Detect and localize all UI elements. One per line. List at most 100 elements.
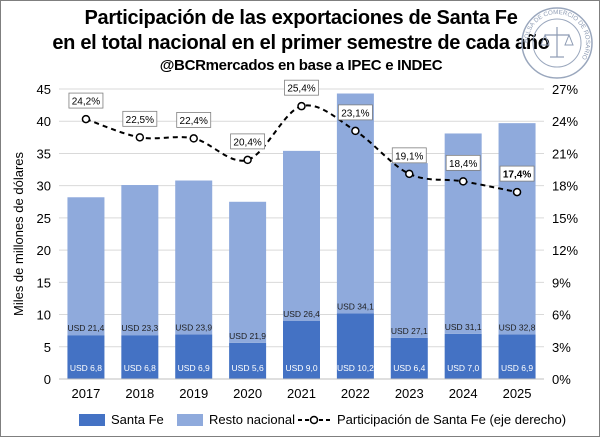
- data-label-resto-nacional: USD 34,1: [337, 301, 374, 311]
- data-point-participacion: [512, 187, 522, 197]
- bar-resto-nacional: [390, 163, 428, 338]
- legend-swatch-santa-fe: [79, 413, 105, 426]
- chart-title-line2: en el total nacional en el primer semest…: [52, 32, 550, 54]
- x-tick-label: 2017: [71, 386, 100, 401]
- bar-santa-fe: [444, 333, 482, 379]
- bar-santa-fe: [121, 335, 159, 379]
- bar-resto-nacional: [336, 93, 374, 314]
- data-label-participacion: 22,5%: [126, 115, 154, 126]
- data-point-participacion: [81, 114, 91, 124]
- data-label-santa-fe: USD 10,2: [337, 363, 374, 373]
- data-point-participacion: [297, 101, 306, 111]
- x-tick-label: 2025: [503, 386, 532, 401]
- y-tick-label: 35: [37, 146, 51, 161]
- data-label-resto-nacional: USD 21,9: [229, 331, 266, 341]
- data-label-resto-nacional: USD 31,1: [445, 322, 482, 332]
- bar-resto-nacional: [175, 180, 213, 335]
- data-label-santa-fe: USD 6,8: [124, 363, 156, 373]
- bar-santa-fe: [336, 313, 374, 379]
- data-label-santa-fe: USD 6,8: [70, 363, 102, 373]
- data-label-resto-nacional: USD 21,4: [68, 323, 105, 333]
- x-tick-label: 2018: [125, 386, 154, 401]
- bar-santa-fe: [498, 334, 536, 379]
- data-label-box-participacion: [337, 104, 373, 121]
- y-tick-label: 20: [37, 243, 51, 258]
- data-point-participacion: [351, 126, 360, 136]
- bar-santa-fe: [283, 321, 320, 379]
- bar-resto-nacional: [121, 185, 159, 336]
- data-label-participacion: 19,1%: [395, 151, 423, 162]
- data-label-box-participacion: [284, 79, 319, 96]
- bcr-seal-logo: BOLSA DE COMERCIO DE ROSARIO: [521, 7, 593, 79]
- bar-santa-fe: [67, 335, 105, 379]
- x-tick-label: 2021: [287, 386, 316, 401]
- legend-label-santa-fe: Santa Fe: [111, 412, 164, 427]
- data-label-participacion: 25,4%: [287, 84, 315, 95]
- bar-resto-nacional: [283, 150, 320, 321]
- y2-tick-label: 21%: [552, 146, 578, 161]
- data-label-participacion: 20,4%: [233, 137, 261, 148]
- x-tick-label: 2024: [449, 386, 478, 401]
- data-label-box-participacion: [230, 133, 266, 150]
- data-label-santa-fe: USD 9,0: [285, 363, 317, 373]
- data-point-participacion: [458, 177, 468, 186]
- data-label-santa-fe: USD 6,4: [393, 363, 425, 373]
- data-label-participacion: 23,1%: [341, 108, 369, 119]
- x-tick-label: 2020: [233, 386, 262, 401]
- bar-santa-fe: [229, 342, 267, 379]
- data-label-box-participacion: [122, 110, 158, 127]
- data-label-santa-fe: USD 6,9: [178, 363, 210, 373]
- data-label-santa-fe: USD 5,6: [232, 363, 264, 373]
- legend-item-resto-nacional: Resto nacional: [177, 412, 295, 427]
- y2-tick-label: 0%: [552, 372, 571, 387]
- y2-tick-label: 3%: [552, 340, 571, 355]
- y2-tick-label: 27%: [552, 82, 578, 97]
- y2-tick-label: 15%: [552, 211, 578, 226]
- x-tick-label: 2023: [395, 386, 424, 401]
- legend-swatch-participacion: [298, 415, 330, 424]
- data-label-box-participacion: [499, 165, 535, 182]
- data-label-box-participacion: [68, 92, 104, 109]
- y2-tick-label: 9%: [552, 275, 571, 290]
- data-label-participacion: 24,2%: [72, 97, 100, 108]
- legend-label-participacion: Participación de Santa Fe (eje derecho): [337, 412, 567, 427]
- y2-tick-label: 12%: [552, 243, 578, 258]
- y-tick-label: 10: [37, 308, 51, 323]
- bar-santa-fe: [175, 334, 213, 379]
- data-label-participacion: 22,4%: [180, 116, 208, 127]
- data-label-resto-nacional: USD 26,4: [283, 309, 320, 319]
- y-tick-label: 5: [44, 340, 51, 355]
- legend-item-santa-fe: Santa Fe: [79, 412, 164, 427]
- data-label-box-participacion: [445, 154, 481, 171]
- data-label-resto-nacional: USD 32,8: [499, 323, 536, 333]
- chart-legend: Santa Fe Resto nacional Participación de…: [1, 410, 600, 432]
- y-tick-label: 25: [37, 211, 51, 226]
- y2-tick-label: 18%: [552, 179, 578, 194]
- data-label-participacion: 18,4%: [449, 159, 477, 170]
- legend-label-resto-nacional: Resto nacional: [209, 412, 295, 427]
- y-axis-label: Miles de millones de dólares: [11, 151, 26, 316]
- data-label-resto-nacional: USD 23,3: [121, 323, 158, 333]
- y-tick-label: 45: [37, 82, 51, 97]
- y2-tick-label: 6%: [552, 308, 571, 323]
- data-point-participacion: [243, 155, 252, 165]
- y-tick-label: 30: [37, 179, 51, 194]
- data-label-santa-fe: USD 7,0: [447, 363, 479, 373]
- data-label-participacion: 17,4%: [503, 170, 531, 181]
- y2-tick-label: 24%: [552, 114, 578, 129]
- legend-item-participacion: Participación de Santa Fe (eje derecho): [297, 412, 566, 427]
- y-tick-label: 40: [37, 114, 51, 129]
- y-tick-label: 15: [37, 275, 51, 290]
- bar-resto-nacional: [229, 201, 267, 343]
- data-label-box-participacion: [176, 112, 212, 128]
- data-label-santa-fe: USD 6,9: [501, 363, 533, 373]
- data-label-box-participacion: [391, 147, 427, 164]
- chart-subtitle: @BCRmercados en base a IPEC e INDEC: [159, 57, 443, 74]
- chart-title: Participación de las exportaciones de Sa…: [84, 7, 518, 29]
- data-point-participacion: [405, 169, 414, 179]
- x-tick-label: 2022: [341, 386, 370, 401]
- y-tick-label: 0: [44, 372, 51, 387]
- data-label-resto-nacional: USD 23,9: [175, 323, 212, 333]
